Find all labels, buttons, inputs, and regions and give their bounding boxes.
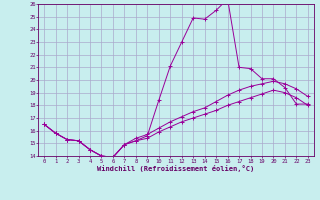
X-axis label: Windchill (Refroidissement éolien,°C): Windchill (Refroidissement éolien,°C) (97, 165, 255, 172)
